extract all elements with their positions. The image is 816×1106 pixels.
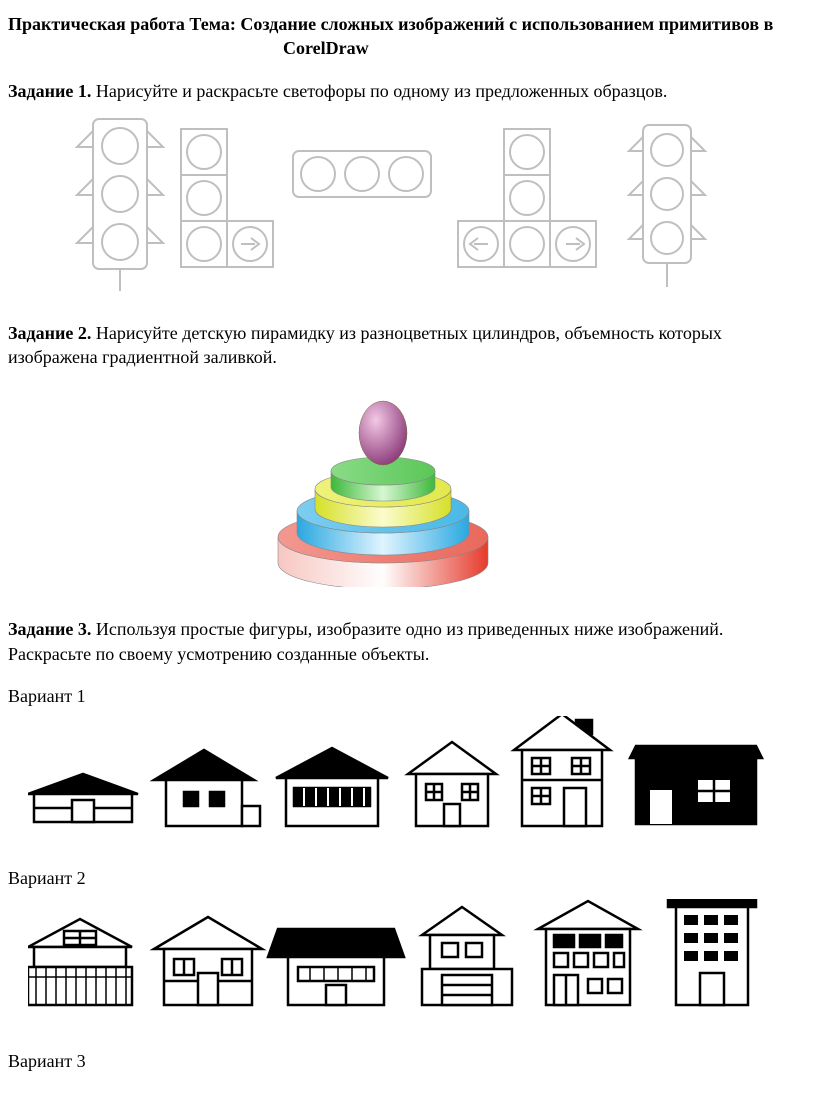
task3-label: Задание 3. — [8, 619, 91, 639]
houses1-svg — [28, 716, 788, 836]
task2-label: Задание 2. — [8, 323, 91, 343]
traffic-lights-figure — [8, 111, 808, 291]
task3-text: Используя простые фигуры, изобразите одн… — [8, 619, 723, 663]
variant1-label: Вариант 1 — [8, 684, 808, 708]
pyramid-figure — [8, 377, 808, 587]
task2-text: Нарисуйте детскую пирамидку из разноцвет… — [8, 323, 722, 367]
houses-row2 — [8, 899, 808, 1019]
task1: Задание 1. Нарисуйте и раскрасьте светоф… — [8, 79, 808, 103]
houses2-svg — [28, 899, 788, 1019]
page-title: Практическая работа Тема: Создание сложн… — [8, 12, 808, 61]
task2: Задание 2. Нарисуйте детскую пирамидку и… — [8, 321, 808, 370]
variant3-label: Вариант 3 — [8, 1049, 808, 1073]
houses-row1 — [8, 716, 808, 836]
task3: Задание 3. Используя простые фигуры, изо… — [8, 617, 808, 666]
task1-label: Задание 1. — [8, 81, 91, 101]
title-text: Практическая работа Тема: Создание сложн… — [8, 14, 773, 58]
task1-text: Нарисуйте и раскрасьте светофоры по одно… — [91, 81, 667, 101]
variant2-label: Вариант 2 — [8, 866, 808, 890]
pyramid-svg — [263, 377, 503, 587]
traffic-lights-svg — [63, 111, 743, 291]
